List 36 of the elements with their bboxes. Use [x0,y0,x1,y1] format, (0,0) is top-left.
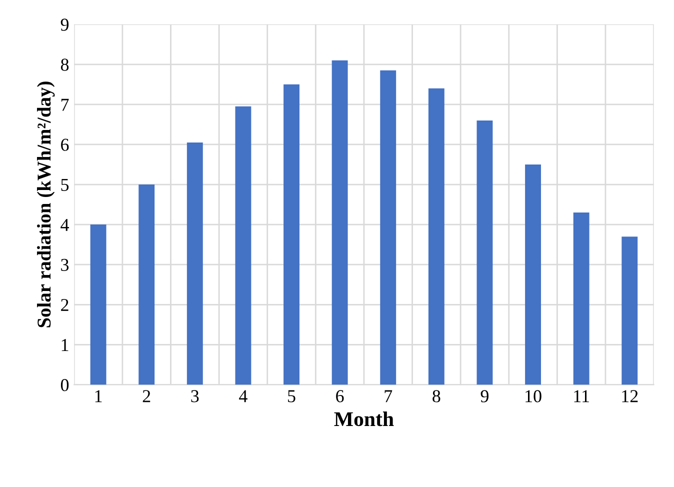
y-tick-label: 8 [60,58,69,71]
y-axis-title: Solar radiation (kWh/m²/day) [37,82,55,328]
bar [622,236,638,385]
x-tick-label: 11 [574,390,589,402]
bar [525,164,541,385]
y-tick-label: 3 [61,258,69,272]
bar [90,224,106,385]
x-tick-label: 6 [336,390,344,402]
y-tick-label: 9 [60,18,69,31]
x-tick-label: 3 [191,390,199,402]
bar [380,70,396,385]
x-tick-label: 7 [384,390,392,402]
bar [284,84,300,385]
y-tick-label: 1 [62,339,68,351]
bar [186,142,203,385]
y-tick-label: 0 [60,378,69,392]
bar [476,120,493,385]
x-tick-label: 10 [526,390,542,402]
bar [138,184,155,385]
y-tick-label: 4 [60,218,69,231]
y-tick-label: 6 [61,138,69,151]
y-tick-label: 5 [61,178,69,191]
bar [235,106,252,385]
y-tick-label: 2 [61,298,68,311]
bar [332,60,348,385]
x-tick-label: 4 [239,390,248,402]
x-tick-label: 1 [95,390,102,402]
x-tick-label: 5 [288,390,296,402]
bar [428,88,444,385]
x-tick-label: 12 [622,390,638,402]
x-tick-label: 8 [432,390,440,402]
y-tick-label: 7 [61,98,69,111]
x-axis-title: Month [334,412,394,426]
bar [573,212,590,385]
x-tick-label: 9 [480,390,488,402]
x-tick-label: 2 [142,390,150,402]
